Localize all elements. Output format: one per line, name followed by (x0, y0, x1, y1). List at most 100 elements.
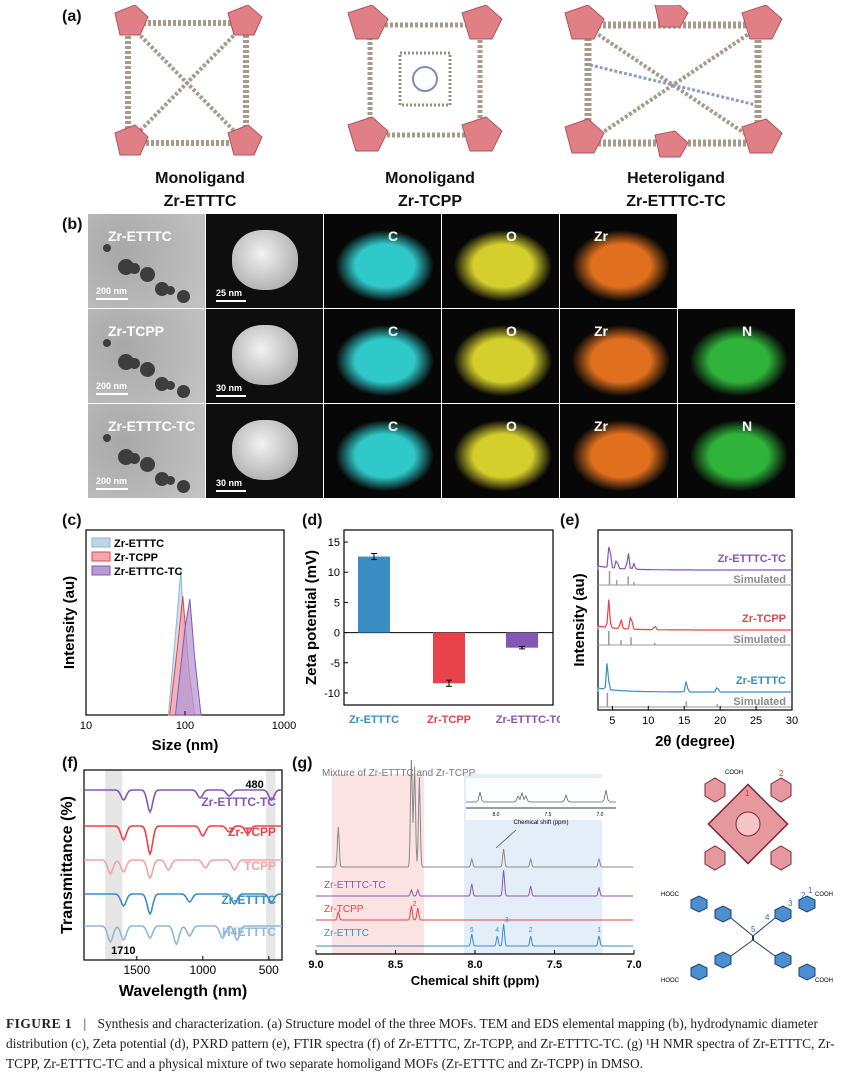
eds-map-o: O (442, 404, 559, 498)
eds-element-label: C (388, 323, 399, 339)
ettc-mark-3: 3 (788, 899, 793, 908)
chart-d-zeta: -10 -5 0 5 10 15 Zr-ETTTC Zr-TCPP Zr-ETTTC-TC Zet… (303, 529, 560, 726)
eds-element-label: O (506, 228, 517, 244)
tem-particle (177, 290, 190, 303)
scale-text: 25 nm (216, 288, 243, 298)
x-tick-label: 20 (714, 715, 726, 727)
x-tick-label: 10 (80, 720, 92, 732)
y-tick-label: 5 (334, 597, 340, 609)
ettc-molecule-icon: COOH COOH HOOC HOOC 1 2 3 4 5 (661, 886, 833, 984)
chart-e-pxrd: Zr-ETTTC-TC Simulated Zr-TCPP Simulated Zr-E… (571, 529, 798, 750)
scale-bar (216, 395, 246, 397)
tem-particle (140, 267, 155, 282)
tem-eds-grid: Zr-ETTTC 200 nm 25 nm C O Zr Zr-TCPP 200 nm 30 n… (88, 214, 795, 500)
y-tick-label: 10 (328, 567, 340, 579)
x-axis-label: 2θ (degree) (655, 733, 735, 750)
x-tick-label: 8.0 (467, 959, 482, 971)
panel-label-a: (a) (62, 8, 82, 25)
x-tick-label: 500 (259, 963, 279, 977)
legend-swatch (91, 565, 111, 576)
nmr-trace-4 (316, 923, 634, 947)
structure-title-2: Monoligand Zr-TCPP (385, 170, 475, 210)
tem-image: Zr-ETTTC-TC 200 nm (88, 404, 205, 498)
inset-tick-label: 7.5 (545, 812, 552, 818)
tem-particle (140, 457, 155, 472)
ftir-trace-3 (84, 859, 282, 880)
trace-label: Zr-ETTTC (324, 928, 369, 939)
ftir-trace-1 (84, 789, 282, 814)
scale-text: 200 nm (96, 381, 128, 391)
tem-particle (103, 434, 111, 442)
x-tick-label: 1000 (189, 963, 216, 977)
figure-caption: FIGURE 1 | Synthesis and characterizatio… (6, 1014, 849, 1074)
pxrd-trace-2 (597, 599, 792, 631)
inset-axis-label: Chemical shift (ppm) (513, 820, 568, 826)
x-tick-label: 30 (786, 715, 798, 727)
structure-title-1: Monoligand Zr-ETTTC (155, 170, 245, 210)
peak-label: 5 (470, 927, 474, 934)
molecule-structures: 1 2 COOH COOH HOOC HOOC 1 2 3 4 5 COOH (661, 769, 833, 984)
scale-text: 30 nm (216, 478, 243, 488)
panel-label-e: (e) (560, 512, 580, 529)
inset-tick-label: 8.0 (493, 812, 500, 818)
plot-frame (597, 529, 793, 711)
tem-sample-label: Zr-TCPP (108, 323, 164, 339)
haadf-particle (232, 325, 298, 385)
y-axis-label: Intensity (au) (61, 576, 78, 669)
eds-element-label: O (506, 323, 517, 339)
eds-map-o: O (442, 309, 559, 403)
simulated-label: Simulated (733, 696, 786, 708)
ettc-mark-4: 4 (765, 913, 770, 922)
category-label: Zr-TCPP (427, 714, 471, 726)
x-tick-label: 9.0 (308, 959, 323, 971)
caption-text: Synthesis and characterization. (a) Stru… (6, 1016, 835, 1071)
eds-map-n: N (678, 404, 795, 498)
tem-particle (177, 385, 190, 398)
trace-label: Zr-ETTTC (736, 675, 786, 687)
haadf-image: 30 nm (206, 309, 323, 403)
scale-text: 30 nm (216, 383, 243, 393)
category-label: Zr-ETTTC (349, 714, 399, 726)
tcpp-mark-1: 1 (745, 789, 750, 798)
tem-particle (166, 286, 175, 295)
tem-particle (118, 449, 134, 465)
zeta-bar-1 (358, 556, 390, 633)
plot-frame (343, 529, 554, 706)
ettc-mark-5: 5 (751, 925, 756, 934)
x-tick-label: 1000 (272, 720, 296, 732)
ettc-mark-2: 2 (801, 891, 806, 900)
plot-frame (83, 769, 283, 961)
tem-image: Zr-TCPP 200 nm (88, 309, 205, 403)
pxrd-trace-1 (597, 546, 792, 571)
scale-bar (96, 488, 128, 490)
mof-model-zr-ettc (114, 5, 263, 156)
x-axis-label: Wavelength (nm) (119, 983, 247, 1000)
trace-label: Zr-ETTTC (221, 893, 276, 907)
inset-background (466, 778, 616, 820)
eds-element-label: O (506, 418, 517, 434)
tem-particle (118, 354, 134, 370)
tem-particle (155, 377, 169, 391)
haadf-particle (232, 230, 298, 290)
tem-particle (155, 282, 169, 296)
y-tick-label: -10 (324, 688, 340, 700)
nmr-trace-3 (316, 905, 634, 921)
eds-element-label: N (742, 418, 753, 434)
tem-particle (103, 244, 111, 252)
x-tick-label: 8.5 (388, 959, 403, 971)
tem-image: Zr-ETTTC 200 nm (88, 214, 205, 308)
eds-map-zr: Zr (560, 404, 677, 498)
ftir-trace-2 (84, 825, 282, 857)
eds-map-n: N (678, 309, 795, 403)
trace-label: Zr-TCPP (228, 825, 276, 839)
tem-particle (103, 339, 111, 347)
tem-particle (140, 362, 155, 377)
x-tick-label: 15 (678, 715, 690, 727)
x-tick-label: 100 (176, 720, 194, 732)
x-axis-label: Chemical shift (ppm) (411, 973, 540, 988)
peak-label: 2 (413, 901, 417, 908)
panel-label-d: (d) (302, 512, 323, 529)
eds-element-label: C (388, 418, 399, 434)
panel-label-g: (g) (292, 755, 313, 772)
tem-particle (129, 263, 140, 274)
